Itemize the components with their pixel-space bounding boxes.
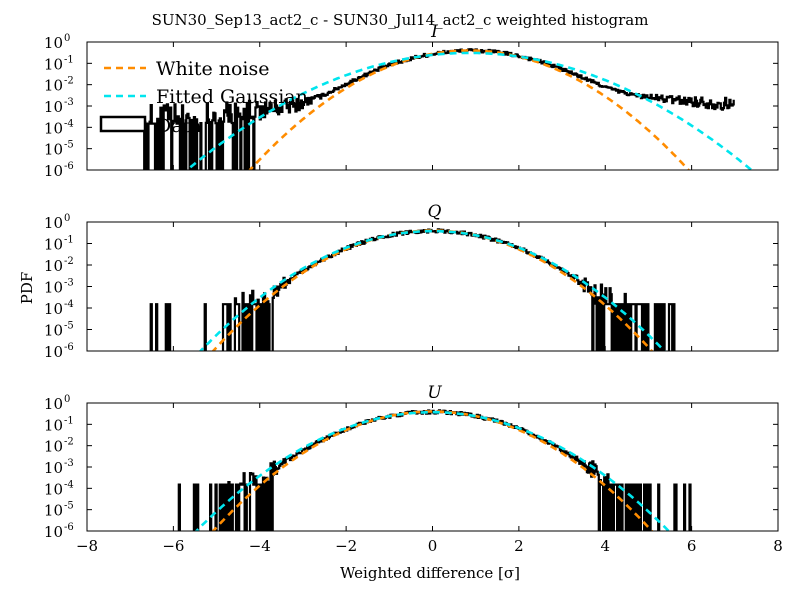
legend-data-label: Data [156,115,202,137]
y-tick-exponent: -3 [64,97,74,108]
figure-title: SUN30_Sep13_act2_c - SUN30_Jul14_act2_c … [152,11,649,29]
x-tick-label: 6 [687,537,697,555]
x-tick-label: −8 [76,537,98,555]
y-tick-exponent: 0 [64,213,70,224]
plot-area [149,228,676,351]
y-tick-label: 10 [44,322,63,340]
y-tick-exponent: -4 [64,479,74,490]
y-tick-label: 10 [44,98,63,116]
y-tick-exponent: -1 [64,235,74,246]
y-tick-label: 10 [44,523,63,541]
y-tick-label: 10 [44,162,63,180]
y-tick-exponent: -5 [64,321,74,332]
x-axis-label: Weighted difference [σ] [340,564,520,582]
y-tick-exponent: 0 [64,33,70,44]
y-tick-label: 10 [44,257,63,275]
series-fitted-gaussian [194,410,671,531]
x-tick-label: 0 [428,537,438,555]
y-tick-label: 10 [44,236,63,254]
y-tick-exponent: -2 [64,256,74,267]
y-tick-label: 10 [44,480,63,498]
y-tick-exponent: -5 [64,501,74,512]
y-tick-label: 10 [44,300,63,318]
y-tick-label: 10 [44,279,63,297]
y-tick-label: 10 [44,141,63,159]
y-tick-exponent: -5 [64,140,74,151]
y-tick-exponent: -1 [64,54,74,65]
y-tick-exponent: -4 [64,299,74,310]
y-tick-label: 10 [44,438,63,456]
y-tick-exponent: -1 [64,415,74,426]
x-tick-label: 2 [514,537,524,555]
x-tick-label: 4 [600,537,610,555]
y-tick-exponent: -3 [64,458,74,469]
y-tick-exponent: -2 [64,76,74,87]
y-tick-label: 10 [44,34,63,52]
y-tick-exponent: -2 [64,437,74,448]
series-white-noise [211,410,654,531]
panel-title: I [430,22,438,42]
plot-area [143,48,754,170]
x-tick-label: −2 [335,537,357,555]
y-tick-exponent: -4 [64,118,74,129]
y-tick-label: 10 [44,416,63,434]
y-tick-exponent: -6 [64,161,74,172]
plot-area [177,409,692,531]
y-tick-label: 10 [44,395,63,413]
legend-data-swatch [99,115,147,133]
y-tick-label: 10 [44,343,63,361]
x-tick-label: 8 [773,537,783,555]
y-tick-label: 10 [44,55,63,73]
y-tick-exponent: -6 [64,522,74,533]
y-tick-exponent: -6 [64,342,74,353]
x-tick-label: −4 [249,537,271,555]
y-axis-label: PDF [18,272,36,305]
y-tick-exponent: -3 [64,278,74,289]
legend: White noise Fitted Gaussian Data [99,58,308,137]
legend-fitted-gaussian-label: Fitted Gaussian [156,86,308,108]
y-tick-label: 10 [44,119,63,137]
y-tick-label: 10 [44,77,63,95]
y-tick-label: 10 [44,214,63,232]
series-fitted-gaussian [198,229,667,351]
series-fitted-gaussian [185,51,754,170]
panel-title: Q [428,202,442,222]
y-tick-label: 10 [44,459,63,477]
series-white-noise [211,229,654,351]
y-tick-exponent: 0 [64,394,70,405]
series-white-noise [248,49,691,170]
y-tick-label: 10 [44,502,63,520]
legend-white-noise-label: White noise [156,58,270,80]
x-tick-label: −6 [162,537,184,555]
panel-title: U [427,383,442,403]
